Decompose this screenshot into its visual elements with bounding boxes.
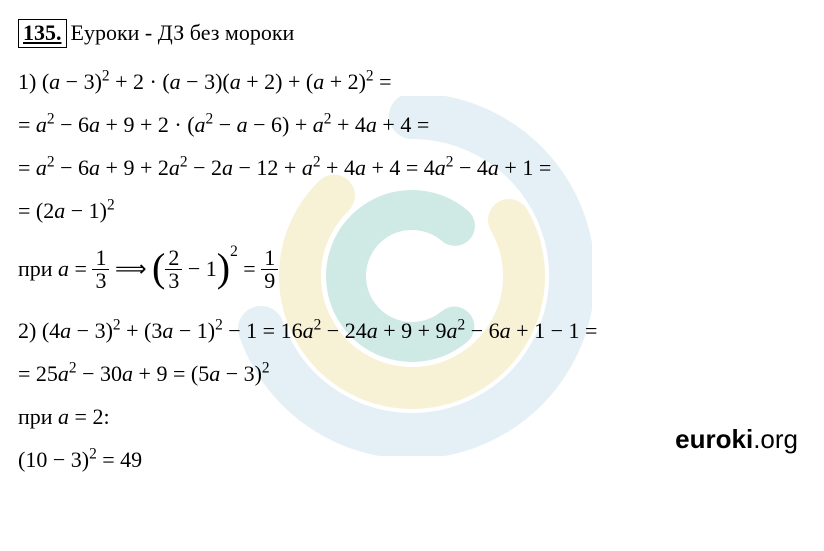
line-5: при a = 13 ⟹ (23 − 1)2 = 19 <box>18 232 806 310</box>
title-text: Еуроки - ДЗ без мороки <box>71 20 295 45</box>
line-2: = a2 − 6a + 9 + 2 · (a2 − a − 6) + a2 + … <box>18 104 806 147</box>
title-row: 135.Еуроки - ДЗ без мороки <box>18 12 806 55</box>
problem-number: 135. <box>18 19 67 48</box>
line-3: = a2 − 6a + 9 + 2a2 − 2a − 12 + a2 + 4a … <box>18 147 806 190</box>
line-1: 1) (a − 3)2 + 2 · (a − 3)(a + 2) + (a + … <box>18 61 806 104</box>
line-7: = 25a2 − 30a + 9 = (5a − 3)2 <box>18 353 806 396</box>
line-6: 2) (4a − 3)2 + (3a − 1)2 − 1 = 16a2 − 24… <box>18 310 806 353</box>
fraction-1-3: 13 <box>92 247 109 292</box>
math-content: 135.Еуроки - ДЗ без мороки 1) (a − 3)2 +… <box>18 12 806 482</box>
brand-watermark: euroki.org <box>675 414 798 465</box>
fraction-1-9: 19 <box>261 247 278 292</box>
line-4: = (2a − 1)2 <box>18 190 806 233</box>
fraction-2-3: 23 <box>165 247 182 292</box>
